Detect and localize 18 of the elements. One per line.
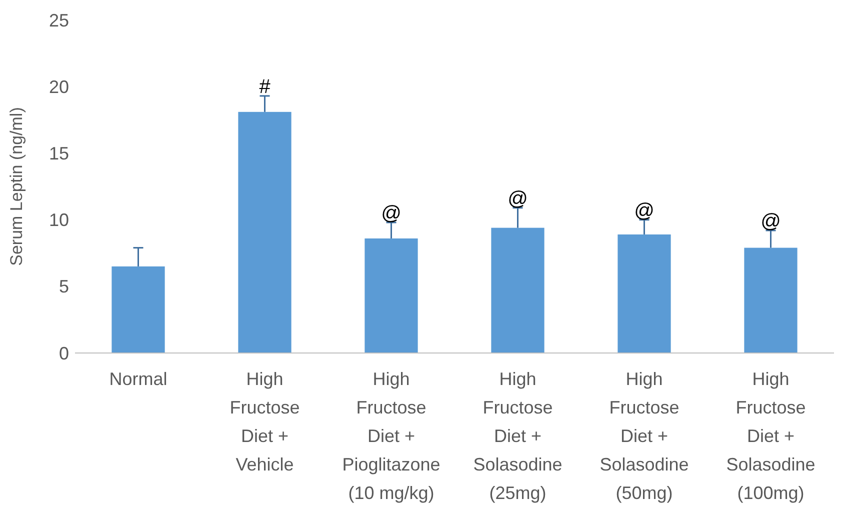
annotation: @ bbox=[760, 210, 781, 232]
x-tick-label: High Fructose Diet + Solasodine (50mg) bbox=[600, 369, 689, 503]
y-axis-title: Serum Leptin (ng/ml) bbox=[7, 107, 26, 266]
y-tick-label: 15 bbox=[48, 144, 69, 164]
x-tick-label: Normal bbox=[109, 369, 168, 389]
y-tick-label: 0 bbox=[58, 343, 69, 364]
annotation: @ bbox=[381, 202, 402, 224]
y-tick-label: 25 bbox=[48, 10, 69, 30]
x-tick-label: High Fructose Diet + Pioglitazone (10 mg/kg) bbox=[342, 369, 440, 503]
annotation: # bbox=[259, 76, 272, 98]
annotation: @ bbox=[508, 188, 528, 210]
annotation: @ bbox=[634, 200, 654, 222]
x-tick-label: High Fructose Diet + Solasodine (100mg) bbox=[726, 369, 816, 503]
y-tick-label: 5 bbox=[58, 276, 69, 297]
x-tick-label: High Fructose Diet + Solasodine (25mg) bbox=[473, 369, 562, 503]
x-tick-label: High Fructose Diet + Vehicle bbox=[230, 369, 300, 474]
y-tick-label: 20 bbox=[48, 76, 69, 97]
y-tick-label: 10 bbox=[48, 210, 69, 230]
